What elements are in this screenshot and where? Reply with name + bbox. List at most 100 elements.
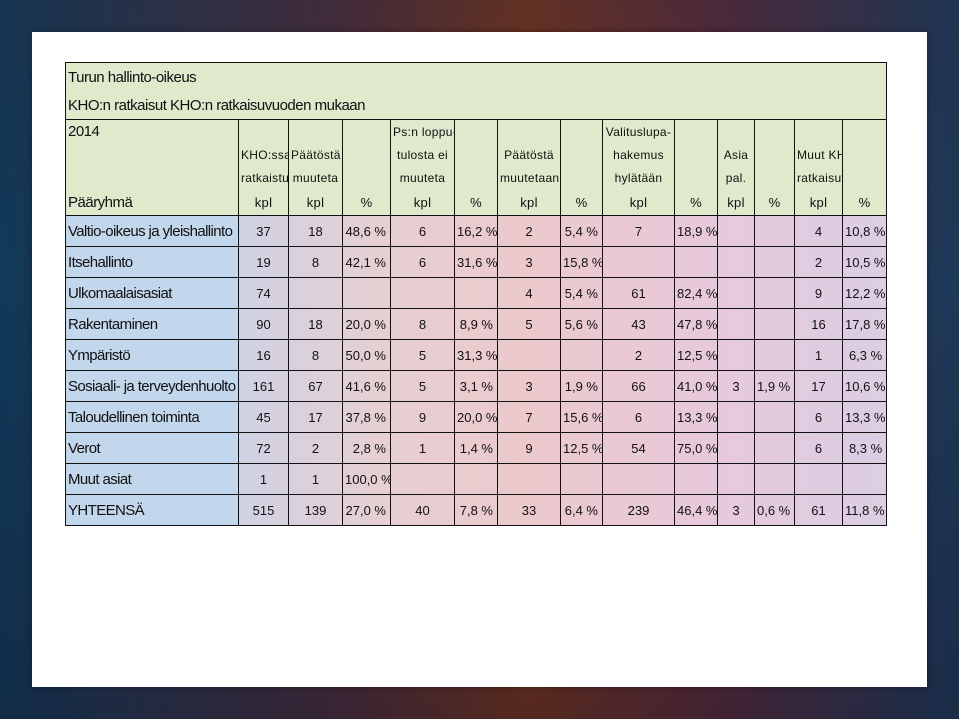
- column-header-cell: [454, 119, 498, 143]
- table-cell: 2: [288, 432, 343, 464]
- column-header-cell: KHO:ssa: [238, 143, 289, 166]
- table-cell: 61: [794, 494, 843, 526]
- table-cell: 15,8 %: [560, 246, 603, 278]
- table-cell: 75,0 %: [674, 432, 718, 464]
- table-cell: 41,6 %: [342, 370, 391, 402]
- column-header-cell: [560, 143, 603, 166]
- column-header-cell: [497, 119, 561, 143]
- table-cell: 46,4 %: [674, 494, 718, 526]
- table-cell: [717, 277, 755, 309]
- table-cell: 1: [238, 463, 289, 495]
- table-cell: [602, 463, 675, 495]
- table-cell: 4: [794, 215, 843, 247]
- column-header-cell: [238, 119, 289, 143]
- table-cell: 13,3 %: [841, 401, 888, 433]
- table-cell: 17: [288, 401, 343, 433]
- table-cell: 27,0 %: [342, 494, 391, 526]
- unit-header: %: [674, 189, 718, 216]
- unit-header: kpl: [390, 189, 455, 216]
- units-row: Pääryhmä kpl kpl% kpl% kpl% kpl% kpl% kpl%: [65, 189, 888, 216]
- column-header-cell: [841, 119, 888, 143]
- table-cell: 6,3 %: [841, 339, 888, 371]
- table-cell: 6: [602, 401, 675, 433]
- table-cell: [754, 215, 795, 247]
- table-cell: [841, 463, 888, 495]
- table-cell: 17,8 %: [841, 308, 888, 340]
- statistics-table: Turun hallinto-oikeus KHO:n ratkaisut KHO…: [64, 62, 888, 526]
- table-cell: 3: [717, 370, 755, 402]
- table-cell: 5: [497, 308, 561, 340]
- unit-header: kpl: [288, 189, 343, 216]
- table-cell: 13,3 %: [674, 401, 718, 433]
- table-cell: 18: [288, 308, 343, 340]
- table-cell: [560, 339, 603, 371]
- table-cell: 8: [288, 246, 343, 278]
- column-header-cell: Valituslupa-: [602, 119, 675, 143]
- unit-header: %: [754, 189, 795, 216]
- table-cell: 2: [497, 215, 561, 247]
- table-cell: 42,1 %: [342, 246, 391, 278]
- table-cell: 37,8 %: [342, 401, 391, 433]
- table-cell: [754, 401, 795, 433]
- table-row: Ulkomaalaisasiat 74 4 5,4 % 61 82,4 % 9 12,2 %: [65, 277, 888, 309]
- table-cell: 50,0 %: [342, 339, 391, 371]
- table-cell: [717, 215, 755, 247]
- table-cell: 5,4 %: [560, 215, 603, 247]
- table-cell: 18,9 %: [674, 215, 718, 247]
- table-cell: 1: [288, 463, 343, 495]
- table-cell: [754, 246, 795, 278]
- table-cell: 3: [497, 246, 561, 278]
- table-cell: 10,5 %: [841, 246, 888, 278]
- table-cell: [754, 277, 795, 309]
- table-cell: 9: [794, 277, 843, 309]
- column-header-cell: [674, 166, 718, 189]
- table-cell: 2,8 %: [342, 432, 391, 464]
- table-cell: [754, 463, 795, 495]
- unit-header: kpl: [794, 189, 843, 216]
- table-cell: [454, 277, 498, 309]
- table-cell: 1: [390, 432, 455, 464]
- table-cell: 12,2 %: [841, 277, 888, 309]
- column-header-cell: tulosta ei: [390, 143, 455, 166]
- table-cell: 54: [602, 432, 675, 464]
- table-cell: 18: [288, 215, 343, 247]
- column-header-cell: muutetaan: [497, 166, 561, 189]
- table-cell: [717, 339, 755, 371]
- table-cell: 1: [794, 339, 843, 371]
- column-header-cell: Päätöstä ei: [288, 143, 343, 166]
- table-cell: 33: [497, 494, 561, 526]
- column-header-cell: [794, 119, 843, 143]
- table-cell: 2: [794, 246, 843, 278]
- table-cell: 8,9 %: [454, 308, 498, 340]
- table-cell: 16,2 %: [454, 215, 498, 247]
- table-cell: 1,4 %: [454, 432, 498, 464]
- table-cell: 5: [390, 370, 455, 402]
- table-cell: [602, 246, 675, 278]
- table-cell: 6: [390, 215, 455, 247]
- table-cell: 5,6 %: [560, 308, 603, 340]
- table-cell: 16: [238, 339, 289, 371]
- table-cell: 6: [794, 401, 843, 433]
- table-cell: 19: [238, 246, 289, 278]
- unit-header: %: [454, 189, 498, 216]
- column-header-cell: [841, 166, 888, 189]
- column-header-cell: [674, 119, 718, 143]
- table-cell: [794, 463, 843, 495]
- table-cell: 3,1 %: [454, 370, 498, 402]
- column-header-cell: [342, 143, 391, 166]
- table-cell: [717, 246, 755, 278]
- table-row: Verot 72 2 2,8 % 1 1,4 % 9 12,5 % 54 75,0 % 6 8,3 %: [65, 432, 888, 464]
- row-label: Ulkomaalaisasiat: [65, 277, 239, 309]
- table-cell: 8: [288, 339, 343, 371]
- table-row: Valtio-oikeus ja yleishallinto 37 18 48,6 %…: [65, 215, 888, 247]
- table-cell: 8: [390, 308, 455, 340]
- column-header-cell: [674, 143, 718, 166]
- table-cell: [560, 463, 603, 495]
- table-cell: 31,6 %: [454, 246, 498, 278]
- table-cell: 12,5 %: [560, 432, 603, 464]
- table-cell: 6: [390, 246, 455, 278]
- column-header-cell: [342, 119, 391, 143]
- table-cell: [497, 339, 561, 371]
- table-cell: [754, 432, 795, 464]
